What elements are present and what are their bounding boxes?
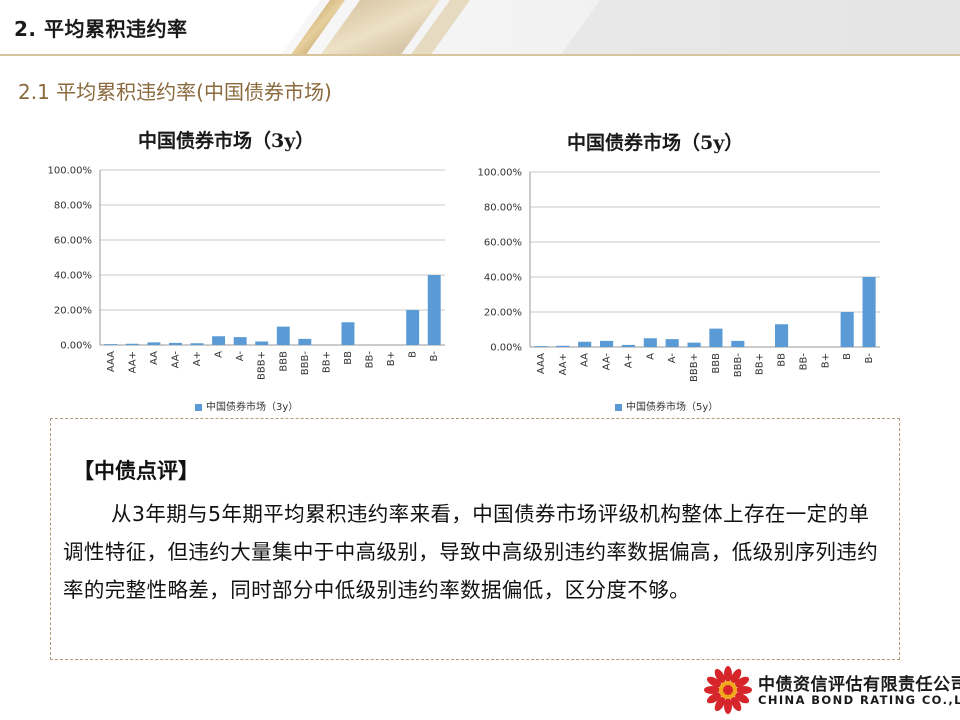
- y-tick-label: 80.00%: [484, 203, 522, 214]
- x-category-label: B-: [864, 353, 875, 364]
- chart-3y-legend: 中国债券市场（3y）: [195, 398, 298, 413]
- header-background: [0, 0, 960, 56]
- bar: [687, 342, 701, 347]
- x-category-label: AA-: [602, 353, 613, 371]
- header-band: 2. 平均累积违约率: [0, 0, 960, 56]
- bar: [147, 342, 161, 345]
- x-category-label: AA+: [558, 353, 569, 375]
- legend-swatch: [615, 403, 622, 411]
- x-category-label: B: [842, 353, 853, 360]
- bar: [125, 343, 139, 345]
- bar: [427, 275, 441, 345]
- header-title: 2. 平均累积违约率: [14, 17, 188, 41]
- x-category-label: A-: [667, 353, 678, 364]
- logo-emblem-icon: [704, 666, 752, 714]
- bar: [169, 342, 182, 345]
- x-category-label: BBB-: [733, 353, 744, 378]
- y-tick-label: 40.00%: [484, 273, 522, 284]
- x-category-label: B+: [820, 353, 831, 368]
- bar: [731, 340, 745, 347]
- y-tick-label: 40.00%: [54, 271, 92, 282]
- x-category-label: AA+: [127, 351, 138, 373]
- x-category-label: BB-: [798, 353, 809, 371]
- x-category-label: BBB-: [300, 351, 311, 376]
- bar: [665, 339, 679, 347]
- bar: [190, 343, 204, 345]
- bar: [643, 338, 657, 347]
- bar: [233, 337, 247, 345]
- y-tick-label: 0.00%: [490, 343, 522, 354]
- comment-box: 【中债点评】 从3年期与5年期平均累积违约率来看，中国债券市场评级机构整体上存在…: [50, 418, 900, 660]
- comment-heading: 【中债点评】: [73, 459, 199, 483]
- y-tick-label: 60.00%: [484, 238, 522, 249]
- bar: [104, 344, 118, 345]
- chart-3y: 中国债券市场（3y） 0.00% 20.00% 40.00% 60.00% 80.00%…: [30, 120, 450, 420]
- x-category-label: BBB+: [257, 351, 268, 380]
- y-tick-label: 100.00%: [48, 166, 93, 177]
- x-category-label: BB: [777, 353, 788, 367]
- section-subtitle: 2.1 平均累积违约率(中国债券市场): [18, 80, 332, 104]
- bar: [341, 322, 355, 345]
- bar: [255, 341, 269, 345]
- bar: [600, 340, 614, 347]
- x-category-label: BB-: [365, 351, 376, 369]
- y-tick-label: 80.00%: [54, 201, 92, 212]
- bar: [709, 328, 723, 347]
- x-category-label: BBB: [278, 351, 289, 372]
- x-category-label: A+: [623, 353, 634, 368]
- x-category-label: AA-: [170, 351, 181, 369]
- bar: [775, 324, 789, 347]
- chart-3y-title: 中国债券市场（3y）: [138, 130, 315, 152]
- comment-body: 从3年期与5年期平均累积违约率来看，中国债券市场评级机构整体上存在一定的单调性特…: [63, 502, 879, 602]
- x-category-label: A-: [235, 351, 246, 362]
- x-category-label: AAA: [536, 353, 547, 374]
- bar: [534, 346, 548, 347]
- chart-3y-legend-label: 中国债券市场（3y）: [206, 402, 299, 413]
- x-category-label: BB: [343, 351, 354, 365]
- chart-3y-plot: 0.00%20.00%40.00%60.00%80.00%100.00%AAA A…: [48, 166, 445, 380]
- x-category-label: A+: [192, 351, 203, 366]
- x-category-label: A: [645, 353, 656, 360]
- x-category-label: AA: [580, 353, 591, 367]
- y-tick-label: 100.00%: [478, 168, 523, 179]
- bar: [276, 326, 290, 345]
- legend-swatch: [195, 403, 202, 411]
- x-category-label: BBB: [711, 353, 722, 374]
- bar: [862, 277, 876, 347]
- x-category-label: AA: [149, 351, 160, 365]
- y-tick-label: 20.00%: [484, 308, 522, 319]
- y-tick-label: 20.00%: [54, 306, 92, 317]
- chart-5y-title: 中国债券市场（5y）: [567, 132, 744, 154]
- bar: [578, 341, 592, 347]
- bar: [298, 338, 312, 345]
- bar: [621, 344, 635, 347]
- bar: [406, 310, 420, 345]
- y-tick-label: 60.00%: [54, 236, 92, 247]
- chart-5y-legend-label: 中国债券市场（5y）: [626, 402, 719, 413]
- x-category-label: BB+: [755, 353, 766, 375]
- x-category-label: B-: [429, 351, 440, 362]
- x-category-label: BBB+: [689, 353, 700, 382]
- company-logo: 中债资信评估有限责任公司 CHINA BOND RATING CO.,LTD: [700, 664, 960, 716]
- bar: [840, 312, 854, 347]
- bar: [212, 336, 226, 345]
- x-category-label: A: [214, 351, 225, 358]
- x-category-label: BB+: [321, 351, 332, 373]
- bar: [556, 345, 570, 347]
- logo-company-name-en: CHINA BOND RATING CO.,LTD: [758, 693, 960, 707]
- y-tick-label: 0.00%: [60, 341, 92, 352]
- x-category-label: B+: [386, 351, 397, 366]
- x-category-label: AAA: [106, 351, 117, 372]
- x-category-label: B: [408, 351, 419, 358]
- logo-company-name-cn: 中债资信评估有限责任公司: [758, 675, 960, 695]
- chart-5y-plot: 0.00%20.00%40.00%60.00%80.00%100.00%AAA A…: [478, 168, 880, 382]
- chart-5y: 中国债券市场（5y） 0.00% 20.00% 40.00% 60.00% 80.00%…: [462, 122, 892, 422]
- chart-5y-legend: 中国债券市场（5y）: [615, 398, 718, 413]
